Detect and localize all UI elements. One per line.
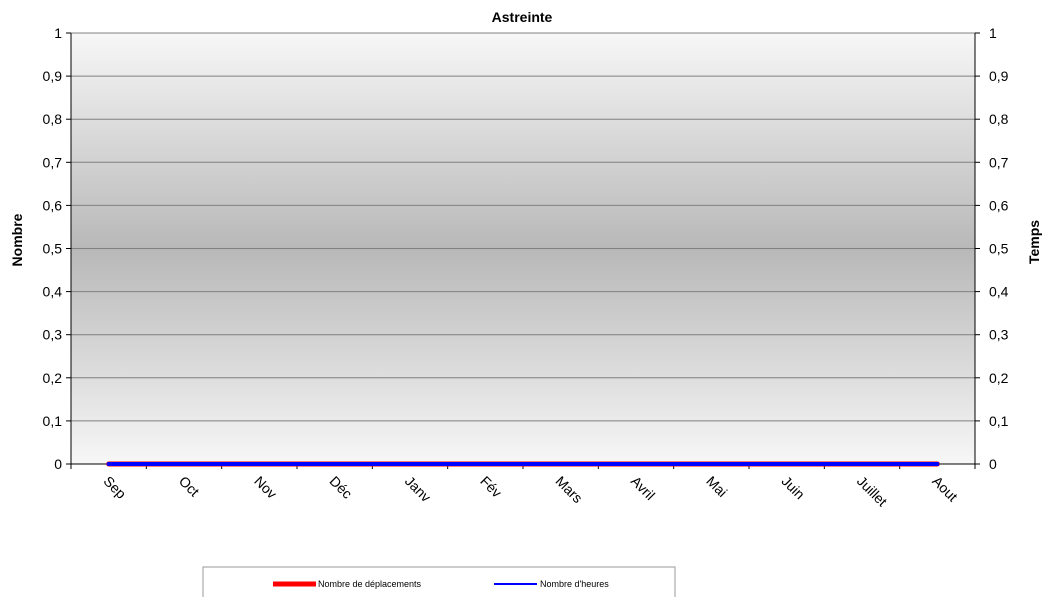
x-tick-label: Sep [101, 473, 130, 502]
y-left-tick-label: 0,6 [43, 197, 63, 213]
x-tick-label: Juillet [854, 473, 891, 510]
chart-title: Astreinte [492, 9, 553, 25]
y-left-tick-label: 0 [54, 456, 62, 472]
x-tick-label: Déc [327, 473, 356, 502]
y-right-tick-label: 0,3 [989, 327, 1009, 343]
x-tick-label: Juin [779, 473, 808, 502]
y-left-tick-label: 0,2 [43, 370, 63, 386]
x-tick-label: Janv [402, 473, 434, 505]
y-left-tick-label: 1 [54, 25, 62, 41]
x-tick-label: Mars [553, 473, 586, 506]
y-left-tick-label: 0,7 [43, 154, 63, 170]
y-axis-left-ticks: 0 0,1 0,2 0,3 0,4 0,5 0,6 0,7 0,8 0,9 1 [43, 25, 72, 472]
y-axis-left-title: Nombre [9, 213, 25, 266]
y-right-tick-label: 0,2 [989, 370, 1009, 386]
y-right-tick-label: 1 [989, 25, 997, 41]
x-tick-label: Mai [703, 473, 730, 500]
x-tick-label: Avril [628, 473, 658, 503]
legend-label-heures: Nombre d'heures [540, 579, 609, 589]
y-right-tick-label: 0,6 [989, 197, 1009, 213]
y-right-tick-label: 0,8 [989, 111, 1009, 127]
y-right-tick-label: 0,4 [989, 284, 1009, 300]
legend: Nombre de déplacements Nombre d'heures [202, 566, 676, 597]
y-right-tick-label: 0,7 [989, 154, 1009, 170]
gridlines [71, 75, 975, 422]
x-tick-label: Oct [176, 473, 203, 500]
y-left-tick-label: 0,5 [43, 241, 63, 257]
x-tick-label: Nov [251, 473, 280, 502]
y-left-tick-label: 0,9 [43, 68, 63, 84]
y-right-tick-label: 0,9 [989, 68, 1009, 84]
y-right-tick-label: 0,1 [989, 413, 1009, 429]
y-left-tick-label: 0,1 [43, 413, 63, 429]
y-axis-right-title: Temps [1026, 220, 1042, 264]
y-left-tick-label: 0,8 [43, 111, 63, 127]
y-left-tick-label: 0,4 [43, 284, 63, 300]
x-tick-label: Aout [929, 473, 961, 505]
y-axis-right-ticks: 0 0,1 0,2 0,3 0,4 0,5 0,6 0,7 0,8 0,9 1 [974, 25, 1009, 472]
legend-label-deplacements: Nombre de déplacements [318, 579, 422, 589]
y-right-tick-label: 0 [989, 456, 997, 472]
y-left-tick-label: 0,3 [43, 327, 63, 343]
x-axis-ticks: Sep Oct Nov Déc Janv Fév Mars Avril Mai Juin Juill… [70, 463, 976, 510]
x-tick-label: Fév [477, 473, 505, 501]
y-right-tick-label: 0,5 [989, 241, 1009, 257]
